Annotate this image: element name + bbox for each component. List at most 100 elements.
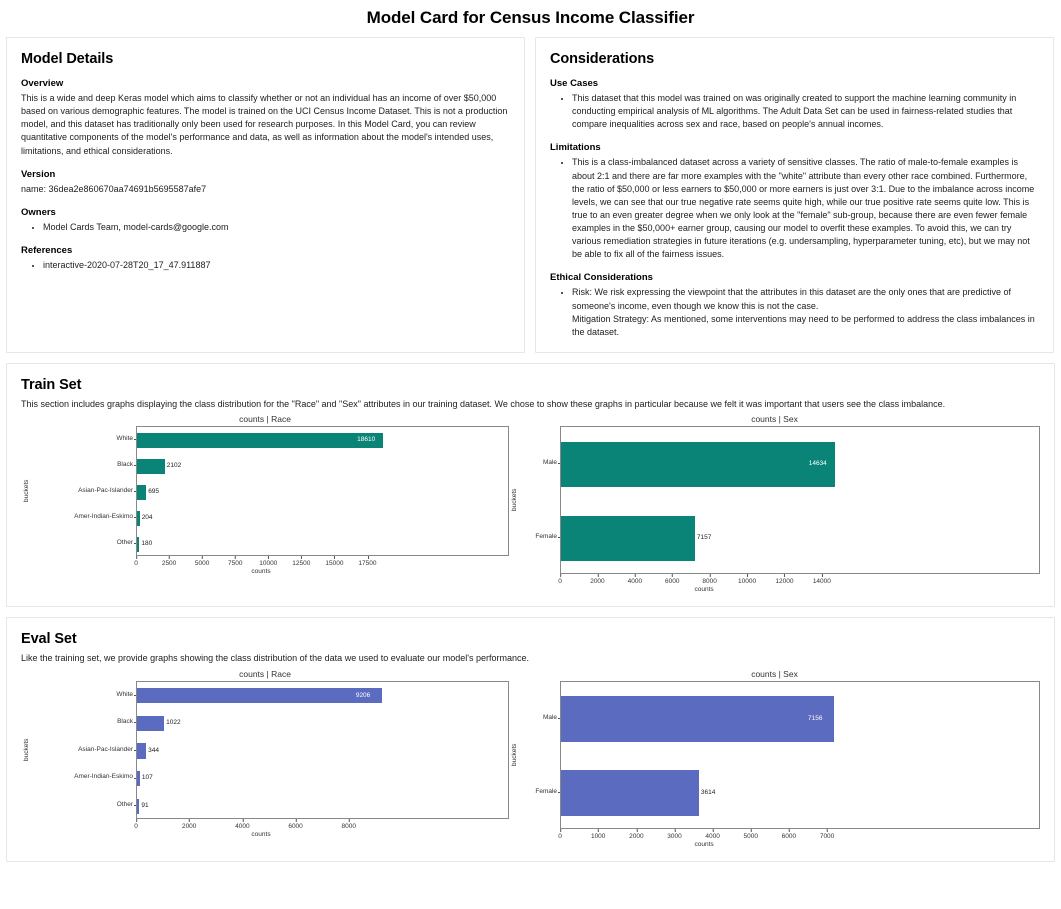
owners-block: Owners Model Cards Team, model-cards@goo… <box>21 207 510 234</box>
plot-area: 180 204 695 2102 18610 <box>136 426 510 557</box>
page-title: Model Card for Census Income Classifier <box>366 8 695 27</box>
bar-value-label: 107 <box>141 774 153 782</box>
x-tick-label: 5000 <box>194 556 210 568</box>
train-set-charts: counts | Race buckets White Black Asian-Pac-… <box>21 414 1040 594</box>
y-tick-label: Black <box>117 461 136 469</box>
plot-area: 3614 7156 <box>560 681 1040 830</box>
y-tick-label: Other <box>116 800 137 808</box>
bar <box>137 798 140 814</box>
bar <box>137 537 140 552</box>
y-axis-label: buckets <box>511 489 519 512</box>
x-axis: 0 1000 2000 3000 4000 5000 6000 7000 counts <box>558 829 848 849</box>
bar <box>561 770 699 816</box>
plot-wrap: buckets Male Female 7157 14634 <box>509 426 1040 575</box>
plot-wrap: buckets Male Female 3614 7156 <box>509 681 1040 830</box>
version-block: Version name: 36dea2e860670aa74691b56955… <box>21 169 510 196</box>
y-tick-label: Amer-Indian-Eskimo <box>74 773 136 781</box>
y-tick-labels: White Black Asian-Pac-Islander Amer-Indian-… <box>32 426 137 556</box>
x-axis-label: counts <box>251 831 271 839</box>
overview-heading: Overview <box>21 78 64 89</box>
bar-slot: 18610 <box>137 433 387 448</box>
x-axis-label: counts <box>251 568 271 576</box>
y-tick-label: Female <box>535 787 560 795</box>
x-tick-label: 4000 <box>627 574 643 586</box>
x-tick-label: 1000 <box>590 829 606 841</box>
bar-value-label: 14634 <box>808 460 827 468</box>
train-set-description: This section includes graphs displaying … <box>21 398 946 409</box>
eval-set-row: Eval Set Like the training set, we provi… <box>0 617 1061 863</box>
y-tick-label: Black <box>117 718 136 726</box>
model-details-card: Model Details Overview This is a wide an… <box>6 37 525 353</box>
bar-value-label: 1022 <box>166 719 181 727</box>
y-axis-label: buckets <box>23 738 30 762</box>
x-tick-label: 8000 <box>702 574 717 586</box>
limitations-block: Limitations This is a class-imbalanced d… <box>550 142 1039 261</box>
x-tick-label: 0 <box>134 556 138 568</box>
chart-title: counts | Race <box>239 414 291 425</box>
version-heading: Version <box>21 168 56 180</box>
list-item: This dataset that this model was trained… <box>572 92 1039 131</box>
overview-block: Overview This is a wide and deep Keras m… <box>21 78 510 158</box>
x-axis-label: counts <box>694 586 714 594</box>
y-tick-label: Asian-Pac-Islander <box>78 487 136 495</box>
x-axis: 0 2000 4000 6000 8000 10000 12000 14000 counts <box>558 574 848 594</box>
bar <box>137 459 165 474</box>
references-list: interactive-2020-07-28T20_17_47.911887 <box>21 259 510 272</box>
bar-value-label: 695 <box>148 488 160 496</box>
owners-heading: Owners <box>21 206 56 218</box>
y-tick-labels: White Black Asian-Pac-Islander Amer-Indian-… <box>32 681 137 819</box>
eval-set-charts: counts | Race buckets White Black Asian-Pac-… <box>21 669 1040 849</box>
x-tick-label: 4000 <box>705 829 720 841</box>
x-tick-label: 12000 <box>775 574 794 586</box>
list-item: Risk: We risk expressing the viewpoint t… <box>572 286 1039 339</box>
top-row: Model Details Overview This is a wide an… <box>0 37 1061 353</box>
bar-slot: 2102 <box>137 459 387 474</box>
x-tick-label: 0 <box>134 819 138 831</box>
use-cases-block: Use Cases This dataset that this model w… <box>550 78 1039 131</box>
x-tick-label: 10000 <box>259 556 278 568</box>
y-tick-label: Asian-Pac-Islander <box>78 745 136 753</box>
y-tick-label: Male <box>542 459 561 467</box>
eval-set-card: Eval Set Like the training set, we provi… <box>6 617 1055 863</box>
bar-value-label: 344 <box>148 746 159 754</box>
x-tick-label: 2500 <box>161 556 177 568</box>
train-set-heading: Train Set <box>21 376 82 393</box>
bar-slot: 91 <box>137 798 387 814</box>
x-tick-label: 7500 <box>227 556 243 568</box>
x-axis: 0 2000 4000 6000 8000 counts <box>134 819 386 839</box>
references-heading: References <box>21 244 73 256</box>
bar-slot: 1022 <box>137 715 387 732</box>
limitations-list: This is a class-imbalanced dataset acros… <box>550 156 1039 261</box>
bar <box>561 696 835 742</box>
x-tick-label: 8000 <box>341 819 356 831</box>
bar-value-label: 7157 <box>696 534 712 542</box>
chart-title: counts | Sex <box>751 669 798 680</box>
bar-slot: 7157 <box>561 515 849 562</box>
bar <box>137 743 147 759</box>
use-cases-list: This dataset that this model was trained… <box>550 92 1039 131</box>
plot-area: 7157 14634 <box>560 426 1040 575</box>
ethical-considerations-list: Risk: We risk expressing the viewpoint t… <box>550 286 1039 339</box>
eval-set-heading: Eval Set <box>21 631 77 648</box>
x-tick-label: 17500 <box>358 556 377 568</box>
bar-value-label: 18610 <box>357 436 376 444</box>
x-tick-label: 6000 <box>288 819 303 831</box>
x-tick-label: 14000 <box>812 574 831 586</box>
owners-list: Model Cards Team, model-cards@google.com <box>21 221 510 234</box>
bar-slot: 180 <box>137 537 387 552</box>
model-details-heading: Model Details <box>21 51 114 67</box>
y-axis-label: buckets <box>511 743 519 767</box>
plot-wrap: buckets White Black Asian-Pac-Islander Amer-… <box>21 681 510 820</box>
x-tick-label: 7000 <box>819 829 835 841</box>
x-tick-label: 2000 <box>629 829 644 841</box>
bar-value-label: 204 <box>141 514 153 522</box>
bar-slot: 9206 <box>137 688 387 704</box>
x-tick-label: 12500 <box>292 556 311 568</box>
bar-slot: 14634 <box>561 441 849 488</box>
x-tick-label: 0 <box>558 574 562 586</box>
chart-eval-race: counts | Race buckets White Black Asian-Pac-… <box>21 669 510 849</box>
x-tick-label: 15000 <box>325 556 344 568</box>
x-tick-label: 2000 <box>181 819 197 831</box>
limitations-heading: Limitations <box>550 142 601 154</box>
